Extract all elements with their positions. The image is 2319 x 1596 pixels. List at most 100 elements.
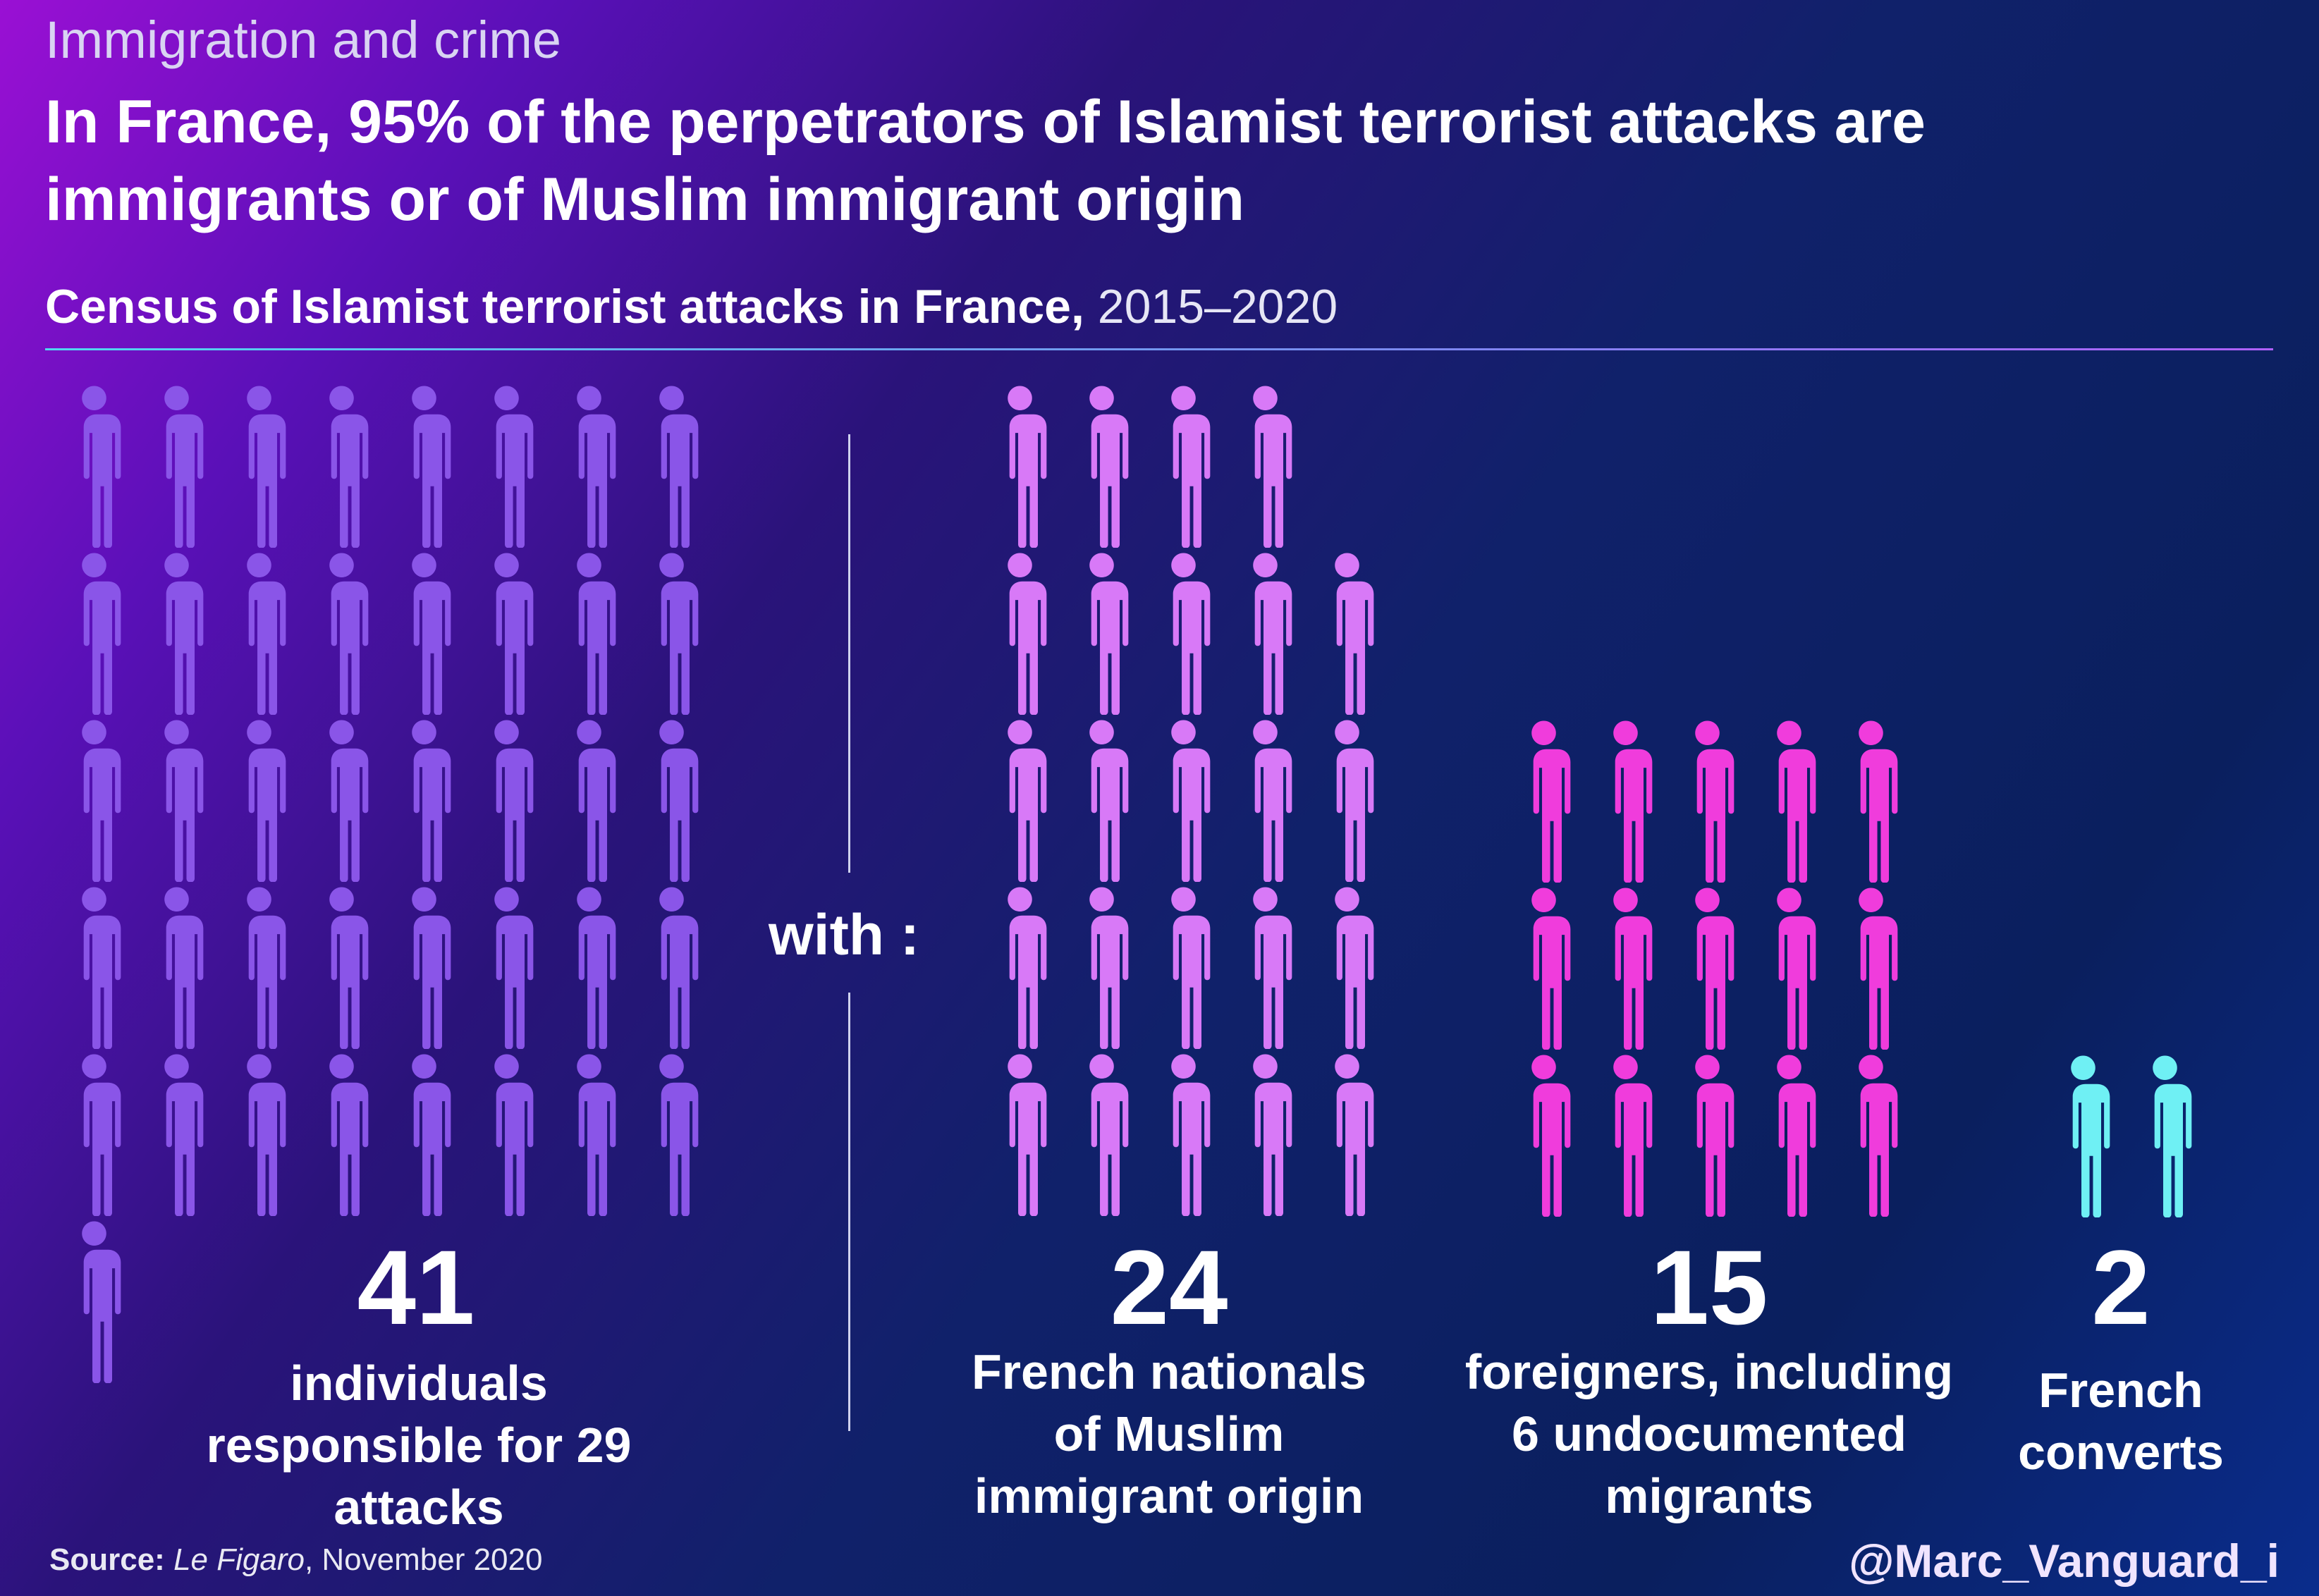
vertical-separator-bottom	[848, 993, 850, 1431]
person-icon	[1087, 553, 1129, 715]
person-icon	[1005, 887, 1047, 1049]
subtitle-bold: Census of Islamist terrorist attacks in …	[45, 280, 1084, 333]
person-icon	[162, 720, 204, 882]
person-icon	[1251, 386, 1292, 548]
label-foreigners: foreigners, including 6 undocumented mig…	[1464, 1344, 1954, 1523]
person-icon	[245, 720, 286, 882]
person-icon	[657, 553, 699, 715]
person-icon	[492, 386, 534, 548]
number-total: 41	[357, 1228, 475, 1346]
label-converts: French converts	[2018, 1363, 2224, 1480]
person-icon	[492, 1054, 534, 1216]
person-icon	[80, 1054, 121, 1216]
person-icon	[2069, 1055, 2110, 1217]
person-icon	[1693, 1055, 1734, 1217]
person-icon	[80, 386, 121, 548]
person-icon	[1333, 887, 1374, 1049]
person-icon	[657, 386, 699, 548]
person-icon	[80, 1221, 121, 1383]
person-icon	[575, 1054, 616, 1216]
person-icon	[1333, 720, 1374, 882]
person-icon	[1087, 1054, 1129, 1216]
title-rule	[45, 348, 2273, 350]
person-icon	[575, 720, 616, 882]
person-icon	[80, 887, 121, 1049]
person-icon	[1169, 553, 1211, 715]
person-icon	[1775, 1055, 1816, 1217]
kicker: Immigration and crime	[45, 11, 562, 69]
person-icon	[410, 1054, 451, 1216]
person-icon	[1333, 553, 1374, 715]
person-icon	[1611, 720, 1653, 883]
person-icon	[1169, 386, 1211, 548]
person-icon	[1693, 888, 1734, 1050]
person-icon	[1611, 1055, 1653, 1217]
person-icon	[162, 887, 204, 1049]
person-icon	[1856, 720, 1898, 883]
person-icon	[492, 553, 534, 715]
person-icon	[1251, 553, 1292, 715]
person-icon	[410, 553, 451, 715]
person-icon	[1005, 553, 1047, 715]
person-icon	[1251, 887, 1292, 1049]
person-icon	[80, 720, 121, 882]
person-icon	[162, 553, 204, 715]
person-icon	[327, 1054, 369, 1216]
person-icon	[1087, 720, 1129, 882]
person-icon	[327, 386, 369, 548]
person-icon	[575, 553, 616, 715]
person-icon	[1087, 386, 1129, 548]
person-icon	[327, 553, 369, 715]
person-icon	[410, 386, 451, 548]
person-icon	[657, 1054, 699, 1216]
person-icon	[245, 887, 286, 1049]
person-icon	[410, 887, 451, 1049]
person-icon	[245, 386, 286, 548]
person-icon	[1169, 887, 1211, 1049]
number-converts: 2	[2091, 1228, 2150, 1346]
person-icon	[657, 887, 699, 1049]
person-icon	[1529, 720, 1571, 883]
person-icon	[575, 386, 616, 548]
person-icon	[492, 720, 534, 882]
person-icon	[657, 720, 699, 882]
person-icon	[1856, 1055, 1898, 1217]
person-icon	[410, 720, 451, 882]
headline: In France, 95% of the perpetrators of Is…	[45, 88, 1926, 233]
person-icon	[1251, 1054, 1292, 1216]
label-french-muslim-origin: French nationals of Muslim immigrant ori…	[971, 1344, 1367, 1523]
person-icon	[1169, 720, 1211, 882]
vertical-separator-top	[848, 434, 850, 873]
person-icon	[1251, 720, 1292, 882]
person-icon	[162, 1054, 204, 1216]
source-date: , November 2020	[304, 1542, 543, 1577]
number-french-muslim-origin: 24	[1110, 1228, 1228, 1346]
person-icon	[1169, 1054, 1211, 1216]
person-icon	[245, 1054, 286, 1216]
person-icon	[1775, 720, 1816, 883]
number-foreigners: 15	[1650, 1228, 1768, 1346]
source-label: Source:	[49, 1542, 165, 1577]
source-note: Source: Le Figaro, November 2020	[49, 1542, 542, 1578]
person-icon	[1775, 888, 1816, 1050]
person-icon	[1005, 1054, 1047, 1216]
person-icon	[1529, 1055, 1571, 1217]
person-icon	[1087, 887, 1129, 1049]
person-icon	[1611, 888, 1653, 1050]
source-publication: Le Figaro	[173, 1542, 305, 1577]
author-handle: @Marc_Vanguard_i	[1849, 1535, 2280, 1587]
person-icon	[575, 887, 616, 1049]
person-icon	[1333, 1054, 1374, 1216]
person-icon	[492, 887, 534, 1049]
person-icon	[80, 553, 121, 715]
person-icon	[327, 887, 369, 1049]
person-icon	[162, 386, 204, 548]
subtitle: Census of Islamist terrorist attacks in …	[45, 279, 1338, 334]
person-icon	[1005, 720, 1047, 882]
person-icon	[1856, 888, 1898, 1050]
with-label: with :	[769, 903, 920, 967]
subtitle-range: 2015–2020	[1097, 280, 1338, 333]
person-icon	[1529, 888, 1571, 1050]
label-total: individuals responsible for 29 attacks	[206, 1356, 632, 1535]
person-icon	[1005, 386, 1047, 548]
